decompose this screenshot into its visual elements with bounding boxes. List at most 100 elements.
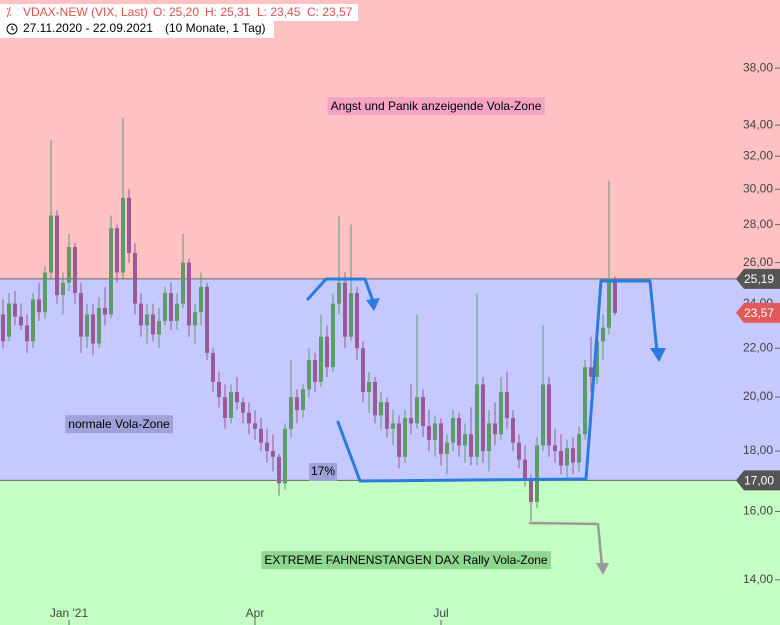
- candle-body: [19, 316, 23, 326]
- candle-body: [61, 282, 65, 296]
- zone-label-bg: [327, 97, 545, 116]
- candle-body: [91, 314, 95, 344]
- candle-body: [607, 278, 611, 328]
- candle-body: [217, 381, 221, 398]
- candle-body: [283, 428, 287, 484]
- candle-body: [187, 262, 191, 326]
- candle-body: [253, 423, 257, 429]
- candle-body: [139, 303, 143, 326]
- candle-body: [379, 402, 383, 416]
- drawings: [306, 277, 666, 575]
- date-range: 27.11.2020 - 22.09.2021: [23, 21, 153, 35]
- candle-body: [205, 286, 209, 353]
- candle-body: [475, 384, 479, 457]
- candle-body: [565, 448, 569, 466]
- annotation-bg: [309, 463, 337, 481]
- candle-body: [421, 397, 425, 427]
- header-bg: [0, 4, 358, 21]
- price-tag-label: 25,19: [744, 272, 774, 286]
- price-tag: [736, 302, 780, 323]
- candle-body: [535, 445, 539, 502]
- candle-body: [67, 247, 71, 283]
- candle-body: [331, 303, 335, 368]
- period: (10 Monate, 1 Tag): [165, 21, 266, 35]
- candle-body: [31, 299, 35, 342]
- candle-body: [613, 278, 617, 313]
- candle-body: [193, 312, 197, 326]
- candle-body: [397, 423, 401, 457]
- price-tag: [736, 268, 780, 289]
- candle-body: [169, 293, 173, 321]
- candle-body: [589, 367, 593, 377]
- candle-body: [13, 303, 17, 317]
- candle-body: [7, 303, 11, 337]
- candle-body: [433, 423, 437, 440]
- price-tag-label: 17,00: [744, 474, 774, 488]
- candle-body: [133, 252, 137, 304]
- candle-body: [523, 459, 527, 481]
- blue-channel-line: [336, 279, 659, 483]
- candle-body: [409, 417, 413, 424]
- candle-body: [109, 228, 113, 315]
- x-tick-label: Jul: [433, 606, 448, 620]
- candle-body: [493, 423, 497, 435]
- y-tick-label: 14,00: [743, 572, 773, 586]
- candle-body: [259, 428, 263, 443]
- candle-body: [361, 348, 365, 392]
- y-tick-label: 22,00: [743, 340, 773, 354]
- candle-body: [55, 215, 59, 296]
- candle-body: [601, 327, 605, 342]
- price-tag-label: 23,57: [744, 306, 774, 320]
- ohlc: O: 25,20: [153, 5, 199, 19]
- candle-body: [1, 314, 5, 342]
- zone-label-bg: [65, 415, 174, 434]
- candle-body: [223, 397, 227, 418]
- candle-body: [265, 442, 269, 452]
- candle-body: [487, 423, 491, 452]
- candle-body: [577, 434, 581, 463]
- ohlc: C: 23,57: [307, 5, 353, 19]
- x-tick-label: Jan '21: [50, 606, 89, 620]
- candle-body: [313, 360, 317, 382]
- arrow-head: [650, 348, 666, 362]
- candle-body: [229, 391, 233, 418]
- ohlc: H: 25,31: [205, 5, 251, 19]
- candle-body: [175, 303, 179, 321]
- y-tick-label: 16,00: [743, 504, 773, 518]
- y-tick-label: 30,00: [743, 181, 773, 195]
- y-tick-label: 38,00: [743, 60, 773, 74]
- candle-body: [595, 341, 599, 377]
- candle-body: [391, 423, 395, 429]
- candle-body: [541, 384, 545, 446]
- candle-body: [307, 360, 311, 390]
- candle-body: [355, 293, 359, 349]
- chart-title: VDAX-NEW (VIX, Last): [23, 5, 148, 19]
- candle-body: [181, 262, 185, 304]
- overlay: Angst und Panik anzeigende Vola-Zone norm…: [50, 60, 780, 625]
- candle-body: [385, 402, 389, 429]
- candle-body: [211, 352, 215, 382]
- candle-body: [451, 417, 455, 443]
- candle-body: [157, 320, 161, 335]
- zone-label: normale Vola-Zone: [68, 417, 170, 431]
- candle-body: [73, 247, 77, 294]
- clock-icon: [6, 23, 18, 35]
- candle-body: [37, 299, 41, 313]
- candle-body: [151, 314, 155, 335]
- candle-body: [457, 417, 461, 446]
- candle-body: [505, 391, 509, 418]
- zone-label: EXTREME FAHNENSTANGEN DAX Rally Vola-Zon…: [264, 553, 548, 567]
- candle-body: [343, 282, 347, 337]
- candles: [1, 117, 617, 522]
- candle-body: [43, 272, 47, 313]
- gray-arrow-line: [528, 521, 604, 568]
- candle-body: [415, 397, 419, 424]
- candle-body: [427, 426, 431, 440]
- candle-body: [463, 434, 467, 446]
- candle-body: [349, 293, 353, 337]
- arrow-head: [596, 563, 609, 575]
- candle-body: [127, 197, 131, 253]
- candle-body: [115, 228, 119, 273]
